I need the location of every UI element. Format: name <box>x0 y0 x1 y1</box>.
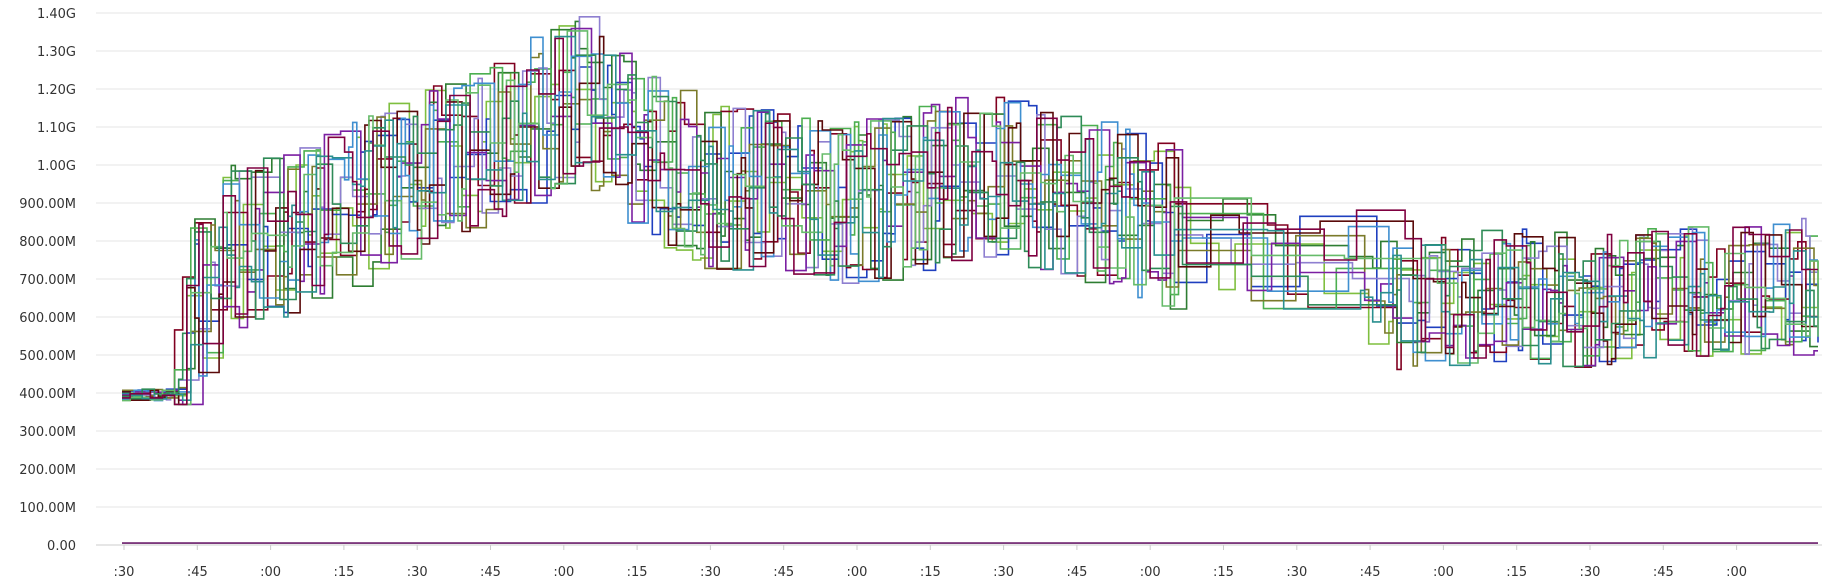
x-tick-label: :45 <box>773 565 794 580</box>
y-tick-label: 1.00G <box>37 159 76 174</box>
x-tick-label: :00 <box>553 565 574 580</box>
y-tick-label: 200.00M <box>19 463 76 478</box>
series-line-11 <box>122 54 1818 400</box>
y-tick-label: 700.00M <box>19 273 76 288</box>
x-tick-label: :00 <box>1140 565 1161 580</box>
x-tick-label: :30 <box>700 565 721 580</box>
x-tick-label: :00 <box>1726 565 1747 580</box>
y-tick-label: 0.00 <box>47 539 76 554</box>
x-axis: :30 :45 :00 :15 :30 :45 :00 :15 :30 :45 :00 :15 :30:… <box>114 545 1747 580</box>
x-tick-label: :30 <box>993 565 1014 580</box>
y-tick-label: 600.00M <box>19 311 76 326</box>
y-tick-label: 800.00M <box>19 235 76 250</box>
x-tick-label: :00 <box>847 565 868 580</box>
y-tick-label: 500.00M <box>19 349 76 364</box>
y-tick-label: 1.30G <box>37 45 76 60</box>
x-tick-label: :30 <box>1580 565 1601 580</box>
x-tick-label: :45 <box>480 565 501 580</box>
series-line-14 <box>122 37 1818 406</box>
x-tick-label: :00 <box>260 565 281 580</box>
x-tick-label: :45 <box>187 565 208 580</box>
y-tick-label: 300.00M <box>19 425 76 440</box>
x-tick-label: :30 <box>407 565 428 580</box>
series-lines <box>122 16 1819 544</box>
x-tick-label: :30 <box>1286 565 1307 580</box>
y-tick-label: 900.00M <box>19 197 76 212</box>
y-tick-label: 1.40G <box>37 7 76 22</box>
x-tick-label: :15 <box>333 565 354 580</box>
x-tick-label: :30 <box>114 565 135 580</box>
x-tick-label: :15 <box>1506 565 1527 580</box>
y-tick-label: 400.00M <box>19 387 76 402</box>
x-tick-label: :15 <box>627 565 648 580</box>
x-tick-label: :45 <box>1360 565 1381 580</box>
x-tick-label: :45 <box>1066 565 1087 580</box>
series-line-13 <box>122 35 1818 401</box>
x-tick-label: :15 <box>920 565 941 580</box>
y-axis: 0.00 100.00M 200.00M 300.00M 400.00M 500.00M 6… <box>19 7 76 554</box>
y-tick-label: 1.20G <box>37 83 76 98</box>
x-tick-label: :00 <box>1433 565 1454 580</box>
y-tick-label: 1.10G <box>37 121 76 136</box>
x-tick-label: :15 <box>1213 565 1234 580</box>
x-tick-label: :45 <box>1653 565 1674 580</box>
y-tick-label: 100.00M <box>19 501 76 516</box>
